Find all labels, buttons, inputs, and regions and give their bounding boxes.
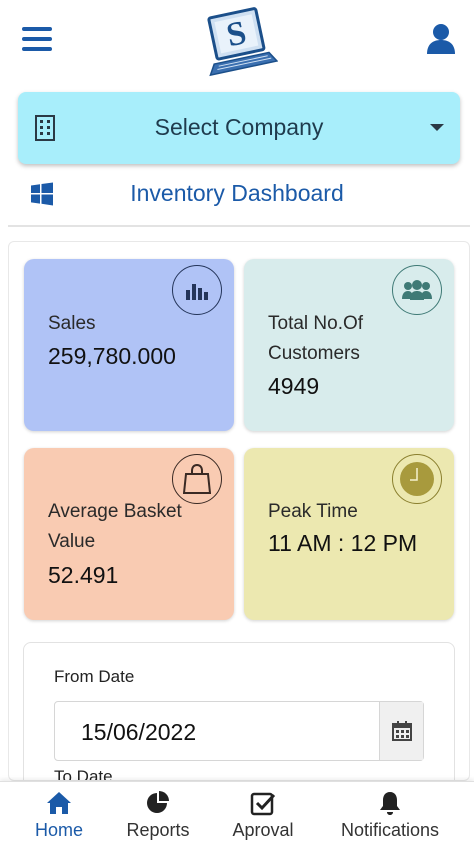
customers-card[interactable]: Total No.Of Customers 4949 xyxy=(244,259,454,431)
company-select-dropdown[interactable]: Select Company xyxy=(18,92,460,164)
home-icon xyxy=(46,790,72,816)
peak-time-card[interactable]: Peak Time 11 AM : 12 PM xyxy=(244,448,454,620)
pie-chart-icon xyxy=(145,790,171,816)
divider xyxy=(8,225,470,227)
basket-card[interactable]: Average Basket Value 52.491 xyxy=(24,448,234,620)
customers-value: 4949 xyxy=(268,373,320,399)
checkbox-icon xyxy=(250,790,276,816)
company-select-label: Select Company xyxy=(154,114,324,140)
user-icon[interactable] xyxy=(424,22,458,56)
calendar-icon[interactable] xyxy=(379,702,423,760)
customers-label-line2: Customers xyxy=(268,343,360,364)
windows-icon xyxy=(30,182,54,206)
caret-down-icon xyxy=(430,124,444,131)
basket-label-line1: Average Basket xyxy=(48,501,182,522)
nav-reports[interactable]: Reports xyxy=(118,782,198,842)
clock-icon xyxy=(392,454,442,504)
nav-home[interactable]: Home xyxy=(24,782,94,842)
nav-home-label: Home xyxy=(34,820,83,840)
dashboard-cards: Sales 259,780.000 Total No.Of Customers … xyxy=(8,241,470,781)
sales-card[interactable]: Sales 259,780.000 xyxy=(24,259,234,431)
to-date-label: To Date xyxy=(54,767,113,781)
peak-time-label: Peak Time xyxy=(268,501,358,522)
shopping-bag-icon xyxy=(172,454,222,504)
nav-approval-label: Aproval xyxy=(232,820,294,840)
nav-approval[interactable]: Aproval xyxy=(222,782,304,842)
basket-label-line2: Value xyxy=(48,531,96,552)
page-title: Inventory Dashboard xyxy=(130,180,344,206)
dashboard-header[interactable]: Inventory Dashboard xyxy=(0,170,474,222)
basket-value: 52.491 xyxy=(48,562,119,588)
from-date-value: 15/06/2022 xyxy=(81,719,197,745)
nav-reports-label: Reports xyxy=(126,820,190,840)
bell-icon xyxy=(377,790,403,816)
bar-chart-icon xyxy=(172,265,222,315)
bottom-navigation: Home Reports Aproval xyxy=(0,781,474,842)
nav-notifications-label: Notifications xyxy=(340,820,440,840)
sales-value: 259,780.000 xyxy=(48,343,176,369)
building-icon xyxy=(32,114,58,142)
peak-time-value: 11 AM : 12 PM xyxy=(268,530,418,556)
hamburger-menu-icon[interactable] xyxy=(22,27,52,53)
users-icon xyxy=(392,265,442,315)
app-logo: S xyxy=(204,4,279,78)
customers-label-line1: Total No.Of xyxy=(268,313,364,334)
sales-label: Sales xyxy=(48,313,96,334)
top-header: S xyxy=(0,0,474,84)
date-filter-panel: From Date 15/06/2022 To Date xyxy=(23,642,455,781)
nav-notifications[interactable]: Notifications xyxy=(330,782,450,842)
from-date-label: From Date xyxy=(54,667,135,686)
from-date-input[interactable]: 15/06/2022 xyxy=(54,701,424,761)
